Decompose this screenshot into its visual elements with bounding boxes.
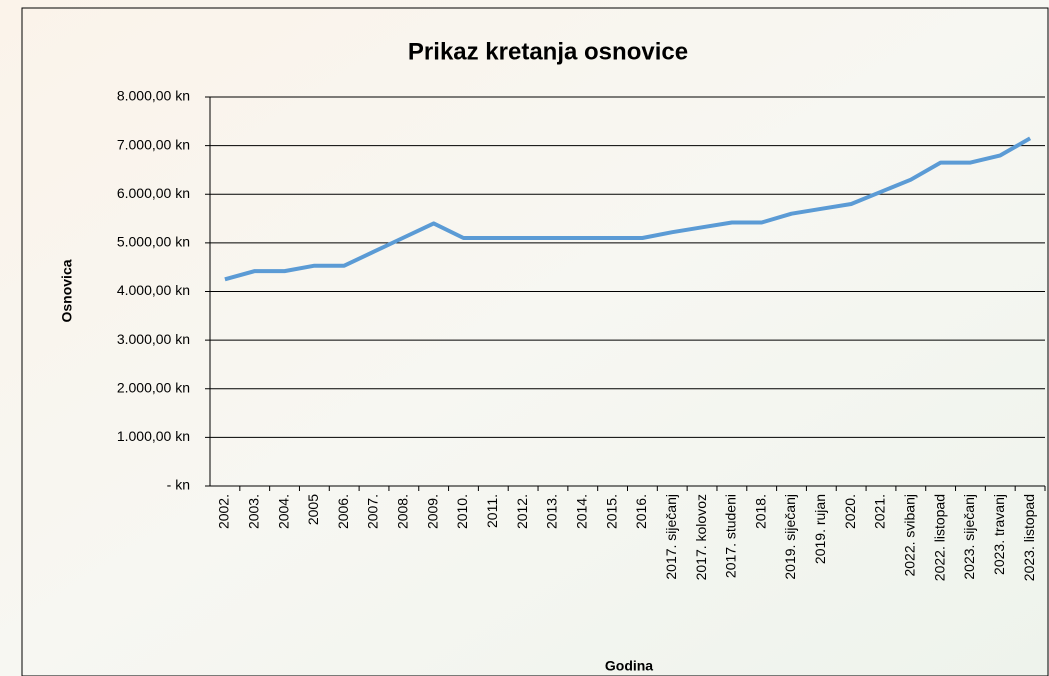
x-tick-label: 2016. <box>633 494 649 529</box>
y-tick-label: 5.000,00 kn <box>117 234 190 250</box>
x-tick-label: 2019. siječanj <box>782 494 798 580</box>
y-tick-label: 3.000,00 kn <box>117 331 190 347</box>
x-axis-label: Godina <box>605 658 653 674</box>
y-tick-label: 7.000,00 kn <box>117 136 190 152</box>
x-tick-label: 2005 <box>305 494 321 525</box>
x-tick-label: 2023. listopad <box>1021 494 1037 581</box>
x-tick-label: 2018. <box>752 494 768 529</box>
x-tick-label: 2004. <box>275 494 291 529</box>
y-tick-label: 1.000,00 kn <box>117 428 190 444</box>
x-tick-label: 2014. <box>573 494 589 529</box>
x-tick-label: 2017. siječanj <box>663 494 679 580</box>
x-tick-label: 2015. <box>603 494 619 529</box>
x-tick-label: 2022. svibanj <box>902 494 918 577</box>
x-tick-label: 2002. <box>216 494 232 529</box>
x-tick-label: 2022. listopad <box>931 494 947 581</box>
x-tick-label: 2021. <box>872 494 888 529</box>
x-tick-label: 2003. <box>245 494 261 529</box>
chart: Prikaz kretanja osnovice Osnovica Godina… <box>0 0 1049 676</box>
y-tick-label: 6.000,00 kn <box>117 185 190 201</box>
x-tick-label: 2006. <box>335 494 351 529</box>
y-tick-label: - kn <box>167 477 190 493</box>
x-tick-label: 2008. <box>395 494 411 529</box>
y-tick-label: 2.000,00 kn <box>117 379 190 395</box>
x-tick-label: 2010. <box>454 494 470 529</box>
x-tick-label: 2023. siječanj <box>961 494 977 580</box>
chart-title: Prikaz kretanja osnovice <box>408 38 688 65</box>
x-tick-label: 2017. studeni <box>723 494 739 578</box>
x-tick-label: 2009. <box>424 494 440 529</box>
x-tick-label: 2012. <box>514 494 530 529</box>
x-tick-label: 2017. kolovoz <box>693 494 709 580</box>
x-tick-label: 2011. <box>484 494 500 528</box>
x-tick-label: 2020. <box>842 494 858 529</box>
x-tick-label: 2013. <box>544 494 560 529</box>
y-tick-label: 8.000,00 kn <box>117 88 190 104</box>
y-axis-label: Osnovica <box>59 259 75 322</box>
x-tick-label: 2007. <box>365 494 381 529</box>
y-tick-label: 4.000,00 kn <box>117 282 190 298</box>
x-tick-label: 2023. travanj <box>991 494 1007 575</box>
x-tick-label: 2019. rujan <box>812 494 828 564</box>
